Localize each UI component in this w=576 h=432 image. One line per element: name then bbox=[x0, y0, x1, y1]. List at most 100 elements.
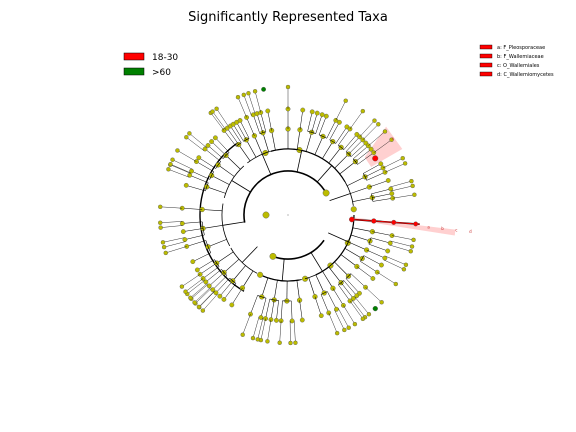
genus-branch bbox=[329, 122, 340, 140]
family-branch bbox=[314, 136, 324, 155]
family-branch bbox=[352, 227, 373, 232]
genus-branch bbox=[219, 280, 233, 297]
clade-key-label-c: c: O_Wallemiales bbox=[497, 63, 540, 69]
genus-node bbox=[354, 293, 360, 299]
genus-node bbox=[299, 317, 305, 323]
species-branch bbox=[185, 278, 204, 292]
class-arc-4 bbox=[270, 148, 346, 183]
species-branch bbox=[170, 164, 191, 174]
genus-branch bbox=[370, 237, 391, 244]
genus-branch bbox=[205, 269, 222, 283]
family-node bbox=[268, 127, 275, 134]
genus-branch bbox=[223, 130, 237, 147]
genus-node bbox=[389, 191, 395, 196]
genus-arc bbox=[368, 237, 372, 245]
legend-swatch-18-30 bbox=[123, 52, 145, 61]
genus-branch bbox=[184, 234, 205, 240]
genus-node bbox=[190, 259, 196, 265]
family-branch bbox=[225, 155, 241, 170]
species-node bbox=[175, 148, 180, 153]
genus-branch bbox=[315, 114, 323, 134]
genus-branch bbox=[215, 277, 230, 293]
genus-branch bbox=[192, 252, 211, 262]
species-branch bbox=[187, 280, 205, 295]
genus-branch bbox=[314, 296, 322, 316]
clade-letter-upper: a bbox=[392, 136, 395, 141]
genus-branch bbox=[343, 134, 358, 150]
species-node bbox=[342, 327, 347, 333]
species-branch bbox=[243, 94, 252, 116]
species-node bbox=[343, 98, 348, 103]
species-node bbox=[411, 237, 416, 243]
species-branch bbox=[248, 93, 256, 115]
genus-node bbox=[318, 313, 324, 319]
species-branch bbox=[359, 120, 375, 137]
legend-label-over-60: >60 bbox=[152, 68, 171, 78]
family-branch bbox=[328, 147, 342, 164]
genus-branch bbox=[189, 175, 209, 183]
genus-branch bbox=[291, 300, 293, 321]
genus-branch bbox=[202, 266, 220, 279]
genus-branch bbox=[318, 116, 327, 135]
genus-branch bbox=[307, 111, 313, 132]
species-node bbox=[187, 131, 192, 136]
genus-branch bbox=[276, 300, 279, 321]
species-branch bbox=[390, 240, 413, 247]
order-branch bbox=[328, 232, 349, 243]
species-node bbox=[158, 225, 163, 230]
family-branch bbox=[238, 144, 251, 162]
genus-branch bbox=[299, 109, 303, 130]
species-branch bbox=[349, 111, 363, 130]
family-branch bbox=[246, 139, 257, 158]
order-branch bbox=[261, 154, 272, 175]
species-node bbox=[214, 106, 219, 111]
species-branch bbox=[354, 297, 370, 315]
genus-node bbox=[319, 112, 325, 118]
genus-arc bbox=[205, 240, 212, 253]
genus-node bbox=[265, 108, 271, 114]
order-branch bbox=[281, 258, 285, 281]
red-node-c bbox=[371, 218, 377, 224]
species-branch bbox=[164, 241, 186, 248]
node-over-60-top bbox=[261, 86, 266, 92]
species-node bbox=[408, 249, 413, 254]
species-branch bbox=[279, 320, 282, 343]
genus-node bbox=[389, 233, 395, 238]
clade-key-swatch-c bbox=[479, 62, 493, 68]
species-branch bbox=[365, 287, 382, 303]
genus-node bbox=[200, 276, 206, 281]
genus-branch bbox=[366, 249, 385, 259]
species-branch bbox=[382, 158, 403, 169]
clade-key-label-d: d: C_Wallemiomycetes bbox=[497, 72, 554, 78]
genus-branch bbox=[357, 152, 374, 165]
legend-label-18-30: 18-30 bbox=[152, 53, 178, 63]
species-node bbox=[241, 92, 247, 98]
genus-node bbox=[370, 276, 376, 281]
genus-node bbox=[385, 178, 391, 183]
species-branch bbox=[162, 237, 185, 243]
genus-branch bbox=[196, 161, 214, 172]
genus-node bbox=[300, 107, 306, 113]
genus-branch bbox=[231, 287, 243, 306]
order-arc bbox=[230, 247, 258, 274]
species-branch bbox=[210, 112, 225, 131]
node-class-4 bbox=[350, 206, 357, 213]
species-node bbox=[352, 321, 358, 327]
species-node bbox=[158, 220, 163, 225]
order-arc bbox=[263, 275, 302, 282]
species-node bbox=[293, 340, 298, 345]
family-branch bbox=[216, 251, 234, 264]
genus-branch bbox=[230, 125, 242, 143]
family-branch bbox=[223, 258, 240, 273]
family-branch bbox=[296, 129, 301, 150]
genus-branch bbox=[253, 114, 261, 134]
genus-node bbox=[213, 290, 219, 296]
genus-node bbox=[229, 302, 235, 308]
species-branch bbox=[383, 259, 404, 270]
genus-node bbox=[221, 297, 227, 302]
family-branch bbox=[315, 274, 325, 294]
genus-branch bbox=[209, 272, 225, 287]
genus-branch bbox=[345, 278, 360, 294]
species-branch bbox=[170, 164, 191, 174]
